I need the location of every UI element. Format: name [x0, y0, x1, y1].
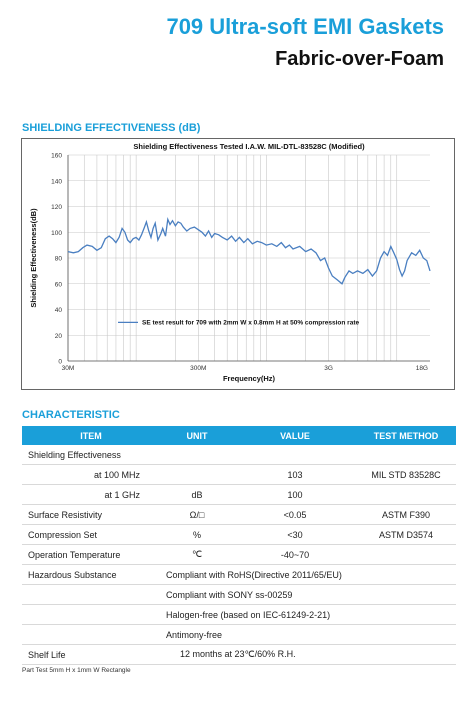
cell-method: MIL STD 83528C — [356, 464, 456, 485]
cell-shelf-life: 12 months at 23℃/60% R.H. — [160, 644, 456, 665]
y-tick-label: 0 — [58, 359, 62, 366]
cell-item — [22, 584, 160, 605]
y-tick-label: 140 — [51, 178, 62, 185]
table-row: Shielding Effectiveness — [22, 445, 456, 465]
y-tick-label: 60 — [55, 281, 63, 288]
cell-item: Hazardous Substance — [22, 564, 160, 585]
table-row: at 100 MHz 103 MIL STD 83528C — [22, 464, 456, 485]
table-header-row: ITEM UNIT VALUE TEST METHOD — [22, 426, 456, 445]
table-row: Compliant with SONY ss-00259 — [22, 584, 456, 605]
shielding-chart-frame: 0 20 40 60 80 100 120 140 160 30M 300M 3G 18G Shieldi… — [21, 138, 455, 390]
cell-unit: Ω/□ — [160, 504, 234, 525]
header-unit: UNIT — [160, 426, 234, 445]
table-row: Shelf Life 12 months at 23℃/60% R.H. — [22, 644, 456, 665]
cell-compliance: Compliant with SONY ss-00259 — [160, 584, 456, 605]
x-axis-label: Frequency(Hz) — [223, 374, 276, 383]
table-row: Halogen-free (based on IEC-61249-2-21) — [22, 604, 456, 625]
cell-item: at 1 GHz — [22, 484, 160, 505]
cell-value: 100 — [234, 484, 356, 505]
cell-unit — [160, 464, 234, 485]
table-row: Compression Set % <30 ASTM D3574 — [22, 524, 456, 545]
table-row: Surface Resistivity Ω/□ <0.05 ASTM F390 — [22, 504, 456, 525]
footnote: Part Test 5mm H x 1mm W Rectangle — [22, 667, 131, 674]
cell-item — [22, 624, 160, 645]
cell-item: Operation Temperature — [22, 544, 160, 565]
cell-method — [356, 484, 456, 505]
y-tick-label: 40 — [55, 307, 63, 314]
section-shielding-heading: SHIELDING EFFECTIVENESS (dB) — [22, 122, 201, 134]
table-row: Antimony-free — [22, 624, 456, 645]
cell-value: 103 — [234, 464, 356, 485]
x-tick-label: 300M — [190, 365, 206, 372]
table-row: Operation Temperature ℃ -40~70 — [22, 544, 456, 565]
cell-value: <0.05 — [234, 504, 356, 525]
cell-unit: ℃ — [160, 544, 234, 565]
cell-method: ASTM D3574 — [356, 524, 456, 545]
cell-unit — [160, 445, 234, 465]
cell-unit: % — [160, 524, 234, 545]
cell-item: Shielding Effectiveness — [22, 445, 160, 465]
shielding-chart: 0 20 40 60 80 100 120 140 160 30M 300M 3G 18G Shieldi… — [29, 142, 431, 383]
x-tick-label: 3G — [324, 365, 333, 372]
x-tick-label: 18G — [416, 365, 428, 372]
series-line — [67, 217, 431, 285]
cell-value: -40~70 — [234, 544, 356, 565]
header-item: ITEM — [22, 426, 160, 445]
y-tick-label: 20 — [55, 333, 63, 340]
header-test-method: TEST METHOD — [356, 426, 456, 445]
characteristic-table: ITEM UNIT VALUE TEST METHOD Shielding Ef… — [22, 426, 456, 665]
cell-value — [234, 445, 356, 465]
table-row: Hazardous Substance Compliant with RoHS(… — [22, 564, 456, 585]
cell-method — [356, 544, 456, 565]
legend-label: SE test result for 709 with 2mm W x 0.8m… — [142, 320, 359, 327]
cell-method — [356, 445, 456, 465]
cell-item: at 100 MHz — [22, 464, 160, 485]
chart-title: Shielding Effectiveness Tested I.A.W. MI… — [133, 142, 365, 151]
table-row: at 1 GHz dB 100 — [22, 484, 456, 505]
header-value: VALUE — [234, 426, 356, 445]
y-axis-label: Shielding Effectiveness(dB) — [29, 208, 38, 308]
y-tick-label: 160 — [51, 153, 62, 160]
product-subtitle: Fabric-over-Foam — [275, 48, 444, 70]
cell-unit: dB — [160, 484, 234, 505]
cell-compliance: Antimony-free — [160, 624, 456, 645]
section-characteristic-heading: CHARACTERISTIC — [22, 409, 120, 421]
cell-item: Surface Resistivity — [22, 504, 160, 525]
cell-item — [22, 604, 160, 625]
x-tick-label: 30M — [62, 365, 75, 372]
cell-value: <30 — [234, 524, 356, 545]
y-tick-label: 120 — [51, 204, 62, 211]
y-tick-label: 80 — [55, 256, 63, 263]
cell-item: Compression Set — [22, 524, 160, 545]
cell-method: ASTM F390 — [356, 504, 456, 525]
y-tick-label: 100 — [51, 230, 62, 237]
cell-compliance: Compliant with RoHS(Directive 2011/65/EU… — [160, 564, 456, 585]
cell-compliance: Halogen-free (based on IEC-61249-2-21) — [160, 604, 456, 625]
product-title: 709 Ultra-soft EMI Gaskets — [166, 14, 444, 39]
cell-item: Shelf Life — [22, 644, 160, 665]
